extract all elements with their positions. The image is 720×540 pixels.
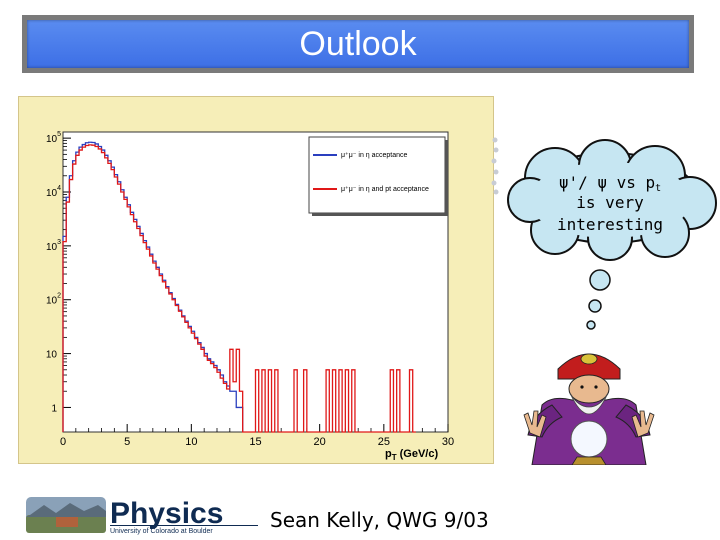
legend-label-red: μ⁺μ⁻ in η and pt acceptance (341, 186, 429, 193)
decor-dot (493, 189, 499, 195)
x-tick-label: 30 (442, 436, 454, 448)
wizard-illustration (523, 353, 655, 465)
decor-dot (491, 180, 497, 186)
x-axis: 0 5 10 15 20 25 30 (60, 424, 454, 448)
y-tick-label: 103 (46, 239, 61, 253)
decor-dot (491, 158, 497, 164)
cloud-fill (528, 162, 692, 238)
x-axis-label-sub: T (392, 453, 397, 462)
x-axis-label-main: p (385, 448, 392, 460)
plot-frame: 1 10 102 103 104 105 0 5 10 15 20 25 30 μ⁺μ⁻ in η a… (18, 96, 494, 464)
wizard-eye-left (580, 385, 584, 389)
thought-bubbles (586, 269, 611, 330)
y-tick-label: 105 (46, 131, 61, 145)
wizard-beard (569, 392, 609, 415)
crystal-ball-stand (571, 456, 607, 465)
series-eta-pt-acceptance (62, 144, 416, 433)
logo-rule (110, 525, 258, 526)
legend-label-blue: μ⁺μ⁻ in η acceptance (341, 152, 408, 159)
x-tick-label: 5 (124, 436, 130, 448)
y-tick-label: 1 (51, 403, 57, 414)
thought-cloud: ψ'/ ψ vs pt is very interesting (507, 139, 717, 330)
y-tick-label: 102 (46, 293, 61, 307)
thought-line-1: ψ'/ ψ vs pt (559, 173, 661, 194)
x-tick-label: 15 (249, 436, 261, 448)
decor-dot (492, 137, 498, 143)
logo-photo-mountains (26, 503, 106, 517)
series-layer (62, 141, 416, 433)
y-tick-label: 104 (46, 185, 61, 199)
thought-line-3: interesting (557, 215, 663, 234)
y-axis: 1 10 102 103 104 105 (46, 131, 71, 414)
logo-photo-building (56, 517, 78, 527)
x-tick-label: 25 (378, 436, 390, 448)
x-axis-label-units: (GeV/c) (400, 448, 439, 460)
x-tick-label: 20 (314, 436, 326, 448)
decor-dot (493, 169, 499, 175)
decor-dot (493, 147, 499, 153)
y-tick-label: 10 (46, 350, 58, 361)
legend-shadow-right (445, 140, 448, 216)
logo-subtext: University of Colorado at Boulder (110, 528, 213, 535)
title-banner: Outlook (27, 20, 689, 68)
x-tick-label: 0 (60, 436, 66, 448)
thought-line-2: is very (576, 193, 644, 212)
legend-shadow-bottom (312, 213, 448, 216)
legend-box (308, 136, 446, 214)
crystal-ball (570, 420, 608, 458)
wizard-face (568, 374, 610, 404)
slide-title: Outlook (299, 24, 417, 63)
pt-histogram: 1 10 102 103 104 105 0 5 10 15 20 25 30 μ⁺μ⁻ in η a… (46, 131, 454, 462)
footer-credit: Sean Kelly, QWG 9/03 (270, 508, 489, 532)
turban-jewel (580, 353, 598, 365)
wizard-eye-right (594, 385, 598, 389)
x-tick-label: 10 (185, 436, 197, 448)
legend: μ⁺μ⁻ in η acceptance μ⁺μ⁻ in η and pt ac… (308, 136, 448, 216)
title-bar: Outlook (22, 15, 694, 73)
logo-word: Physics (110, 497, 223, 530)
thought-line-1-sub: t (655, 183, 661, 194)
thought-line-1-main: ψ'/ ψ vs p (559, 173, 655, 192)
x-axis-label: pT (GeV/c) (385, 448, 438, 462)
wizard-turban (557, 353, 621, 380)
wizard-hands (523, 410, 655, 438)
physics-logo: Physics University of Colorado at Boulde… (26, 497, 258, 535)
decor-dots (491, 137, 499, 195)
